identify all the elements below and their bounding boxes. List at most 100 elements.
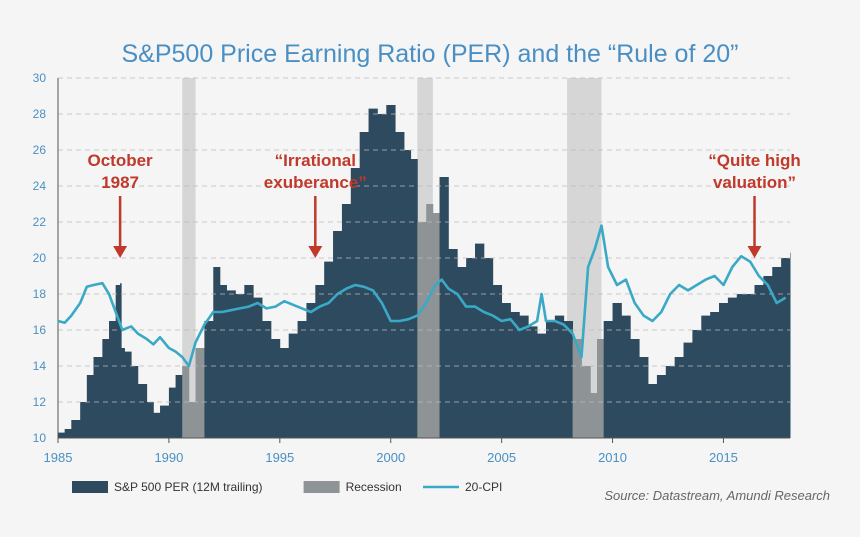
per-bar	[386, 105, 396, 438]
per-bar	[736, 294, 747, 438]
axes: 10 12 14 16 18 20 22 24 26 28 30 1985 1990 1995 2000 20…	[33, 71, 790, 465]
per-bar	[656, 375, 667, 438]
per-bar	[120, 283, 122, 438]
y-tick-label: 10	[33, 431, 47, 445]
per-bar	[719, 303, 729, 438]
legend-label: S&P 500 PER (12M trailing)	[114, 480, 263, 494]
per-bar	[80, 402, 88, 438]
per-bar	[175, 375, 183, 438]
per-bar	[466, 258, 476, 438]
x-tick-label: 2005	[487, 450, 516, 465]
per-bar	[501, 303, 511, 438]
x-tick-label: 1990	[154, 450, 183, 465]
per-bar	[168, 387, 176, 438]
legend-swatch	[303, 481, 340, 493]
per-bar	[86, 375, 94, 438]
annotation-text: valuation”	[713, 173, 796, 192]
per-bar	[153, 412, 161, 438]
per-bar	[674, 357, 684, 438]
per-bar	[341, 204, 352, 438]
per-bar	[528, 326, 538, 438]
legend-label: Recession	[346, 480, 402, 494]
per-bar	[219, 285, 227, 438]
per-bar	[58, 432, 66, 438]
per-bar	[639, 357, 649, 438]
per-bar	[315, 285, 325, 438]
y-tick-label: 26	[33, 143, 47, 157]
per-bar	[710, 312, 720, 438]
per-bar	[426, 204, 434, 438]
per-bar	[109, 321, 117, 438]
per-bar	[64, 429, 72, 438]
per-bar	[213, 267, 221, 438]
y-tick-label: 16	[33, 323, 47, 337]
grid-lines	[58, 77, 790, 403]
per-bar	[121, 348, 125, 438]
per-bar	[790, 252, 791, 438]
per-bar	[404, 150, 412, 438]
y-tick-label: 12	[33, 395, 47, 409]
per-bar	[195, 348, 205, 438]
annotation-text: “Irrational	[275, 151, 356, 170]
per-bar	[537, 333, 547, 438]
annotation-text: 1987	[101, 173, 139, 192]
x-tick-label: 2000	[376, 450, 405, 465]
x-tick-label: 1995	[265, 450, 294, 465]
per-bar	[581, 366, 591, 438]
per-bar	[457, 267, 467, 438]
per-bar	[102, 339, 110, 438]
y-tick-label: 14	[33, 359, 47, 373]
per-bar	[648, 384, 658, 438]
per-bar	[519, 315, 529, 438]
per-bar	[324, 261, 334, 438]
per-bar	[306, 303, 316, 438]
per-bar	[432, 213, 440, 438]
per-bar	[510, 312, 520, 438]
per-bar	[475, 243, 485, 438]
annotation-text: October	[88, 151, 154, 170]
per-bar	[781, 258, 791, 438]
per-bar	[204, 321, 214, 438]
per-bar	[546, 321, 556, 438]
per-bar	[630, 339, 640, 438]
per-bar	[368, 108, 378, 438]
per-bar	[115, 285, 121, 438]
per-bar	[279, 348, 290, 438]
per-bar	[333, 231, 343, 438]
annotation-arrow-head	[747, 246, 762, 258]
per-bar	[350, 168, 361, 438]
per-bar	[253, 297, 263, 438]
per-bar	[288, 333, 298, 438]
per-bar	[612, 303, 622, 438]
per-bar	[701, 315, 711, 438]
per-bars	[58, 105, 791, 438]
per-bar	[727, 297, 738, 438]
per-bar	[492, 285, 503, 438]
y-tick-label: 28	[33, 107, 47, 121]
per-bar	[683, 342, 693, 438]
per-bar	[597, 339, 605, 438]
per-bar	[692, 330, 702, 438]
per-bar	[226, 290, 236, 438]
annotation-text: “Quite high	[708, 151, 801, 170]
per-bar	[395, 132, 405, 438]
per-bar	[754, 285, 764, 438]
per-bar	[439, 177, 449, 438]
per-bar	[137, 384, 148, 438]
per-bar	[483, 258, 494, 438]
per-bar	[124, 351, 132, 438]
per-bar	[763, 276, 773, 438]
legend-label: 20-CPI	[465, 480, 502, 494]
per-bar	[590, 393, 598, 438]
y-tick-label: 22	[33, 215, 47, 229]
source-note: Source: Datastream, Amundi Research	[604, 488, 830, 503]
y-tick-label: 18	[33, 287, 47, 301]
per-bar	[71, 420, 81, 438]
per-bar	[160, 405, 170, 438]
annotation-text: exuberance”	[264, 173, 367, 192]
per-bar	[270, 339, 281, 438]
per-bar	[244, 285, 254, 438]
y-tick-label: 30	[33, 71, 47, 85]
per-bar	[603, 321, 613, 438]
